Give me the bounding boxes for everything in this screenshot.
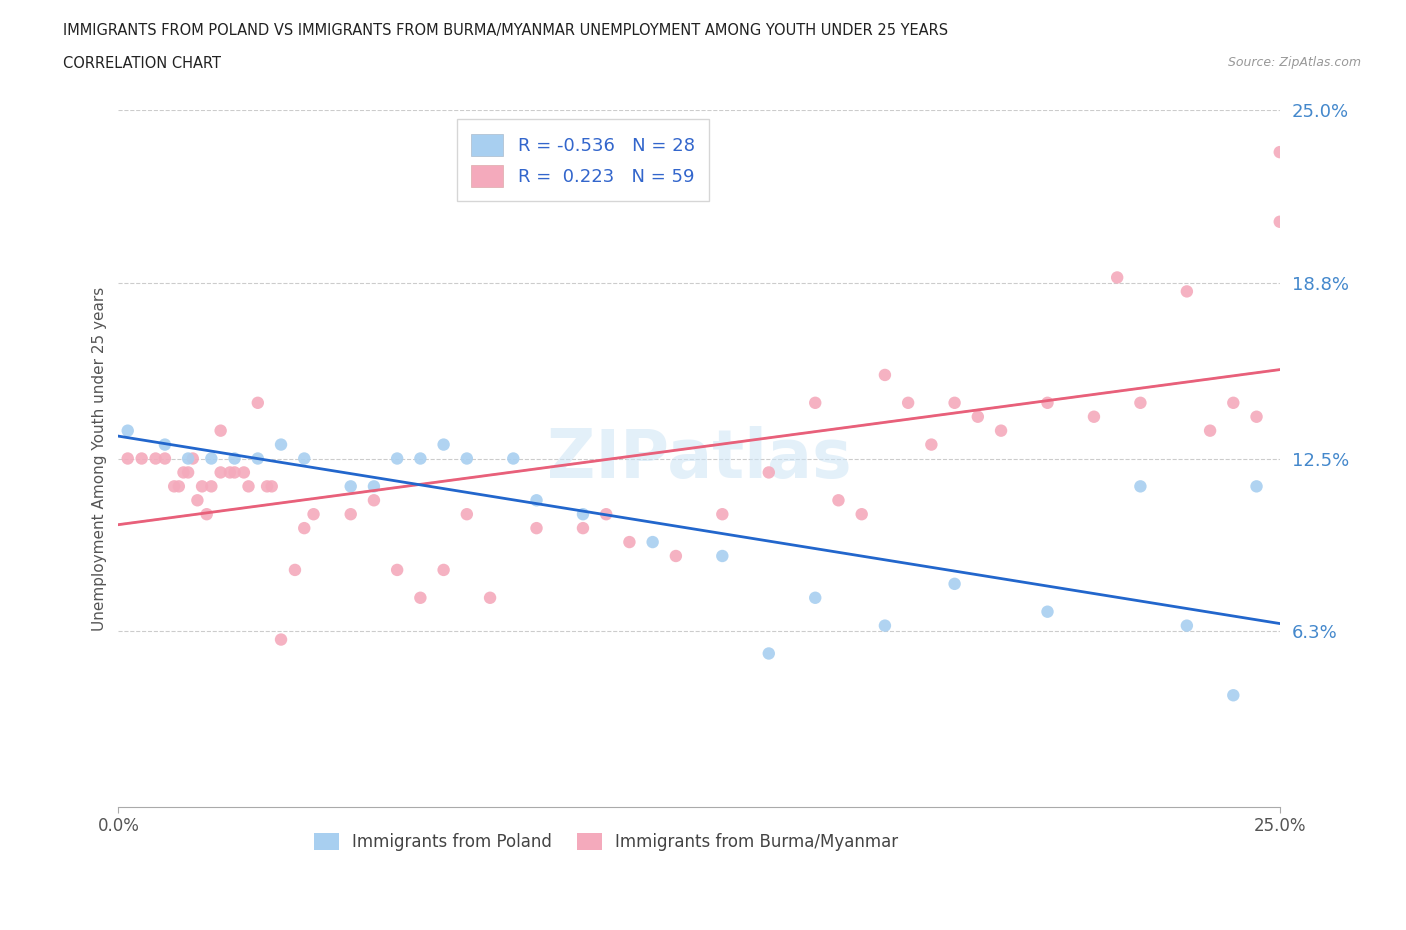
Point [131, 451, 153, 466]
Text: ZIPatlas: ZIPatlas [547, 426, 852, 492]
Point [270, 632, 292, 647]
Point [595, 507, 617, 522]
Point [456, 451, 478, 466]
Point [1268, 145, 1291, 160]
Point [479, 591, 502, 605]
Point [292, 521, 315, 536]
Point [209, 465, 232, 480]
Point [238, 479, 260, 494]
Point [145, 451, 167, 466]
Point [433, 563, 456, 578]
Point [1036, 604, 1059, 619]
Point [804, 591, 827, 605]
Point [177, 465, 200, 480]
Point [1246, 409, 1268, 424]
Text: Source: ZipAtlas.com: Source: ZipAtlas.com [1227, 56, 1361, 69]
Point [232, 465, 254, 480]
Y-axis label: Unemployment Among Youth under 25 years: Unemployment Among Youth under 25 years [93, 286, 107, 631]
Point [200, 479, 222, 494]
Point [385, 451, 408, 466]
Point [526, 521, 548, 536]
Point [711, 549, 734, 564]
Point [163, 479, 186, 494]
Point [153, 437, 176, 452]
Point [943, 395, 966, 410]
Point [873, 618, 896, 633]
Point [195, 507, 218, 522]
Point [219, 465, 242, 480]
Point [256, 479, 278, 494]
Point [224, 465, 246, 480]
Point [758, 465, 780, 480]
Point [804, 395, 827, 410]
Point [409, 591, 432, 605]
Legend: Immigrants from Poland, Immigrants from Burma/Myanmar: Immigrants from Poland, Immigrants from … [307, 826, 905, 857]
Point [209, 423, 232, 438]
Point [409, 451, 432, 466]
Point [990, 423, 1012, 438]
Point [363, 493, 385, 508]
Point [711, 507, 734, 522]
Point [302, 507, 325, 522]
Point [456, 507, 478, 522]
Point [177, 451, 200, 466]
Point [246, 451, 269, 466]
Point [897, 395, 920, 410]
Point [385, 563, 408, 578]
Point [339, 507, 361, 522]
Point [827, 493, 849, 508]
Point [1175, 618, 1198, 633]
Point [191, 479, 214, 494]
Point [260, 479, 283, 494]
Point [873, 367, 896, 382]
Point [117, 423, 139, 438]
Point [572, 521, 595, 536]
Point [1129, 395, 1152, 410]
Point [1107, 270, 1129, 285]
Point [943, 577, 966, 591]
Point [758, 646, 780, 661]
Point [200, 451, 222, 466]
Point [920, 437, 942, 452]
Text: IMMIGRANTS FROM POLAND VS IMMIGRANTS FROM BURMA/MYANMAR UNEMPLOYMENT AMONG YOUTH: IMMIGRANTS FROM POLAND VS IMMIGRANTS FRO… [63, 23, 949, 38]
Point [246, 395, 269, 410]
Text: CORRELATION CHART: CORRELATION CHART [63, 56, 221, 71]
Point [172, 465, 194, 480]
Point [1175, 284, 1198, 299]
Point [433, 437, 456, 452]
Point [1268, 214, 1291, 229]
Point [502, 451, 524, 466]
Point [1036, 395, 1059, 410]
Point [1222, 395, 1244, 410]
Point [363, 479, 385, 494]
Point [117, 451, 139, 466]
Point [1246, 479, 1268, 494]
Point [851, 507, 873, 522]
Point [153, 451, 176, 466]
Point [186, 493, 208, 508]
Point [167, 479, 190, 494]
Point [224, 451, 246, 466]
Point [966, 409, 988, 424]
Point [1222, 688, 1244, 703]
Point [1129, 479, 1152, 494]
Point [665, 549, 688, 564]
Point [572, 507, 595, 522]
Point [1083, 409, 1105, 424]
Point [339, 479, 361, 494]
Point [641, 535, 664, 550]
Point [619, 535, 641, 550]
Point [181, 451, 204, 466]
Point [1199, 423, 1222, 438]
Point [292, 451, 315, 466]
Point [270, 437, 292, 452]
Point [526, 493, 548, 508]
Point [284, 563, 307, 578]
